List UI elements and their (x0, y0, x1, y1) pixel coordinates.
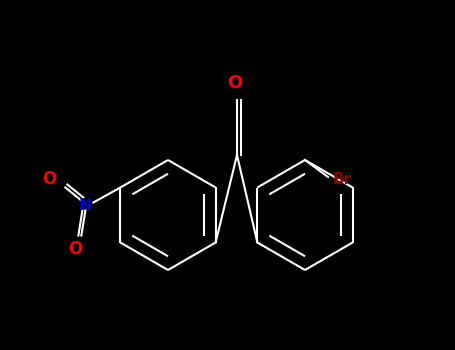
Text: O: O (42, 169, 56, 188)
Text: O: O (68, 240, 82, 259)
Text: O: O (228, 74, 243, 92)
Text: N: N (79, 198, 92, 213)
Text: Br: Br (333, 173, 352, 188)
